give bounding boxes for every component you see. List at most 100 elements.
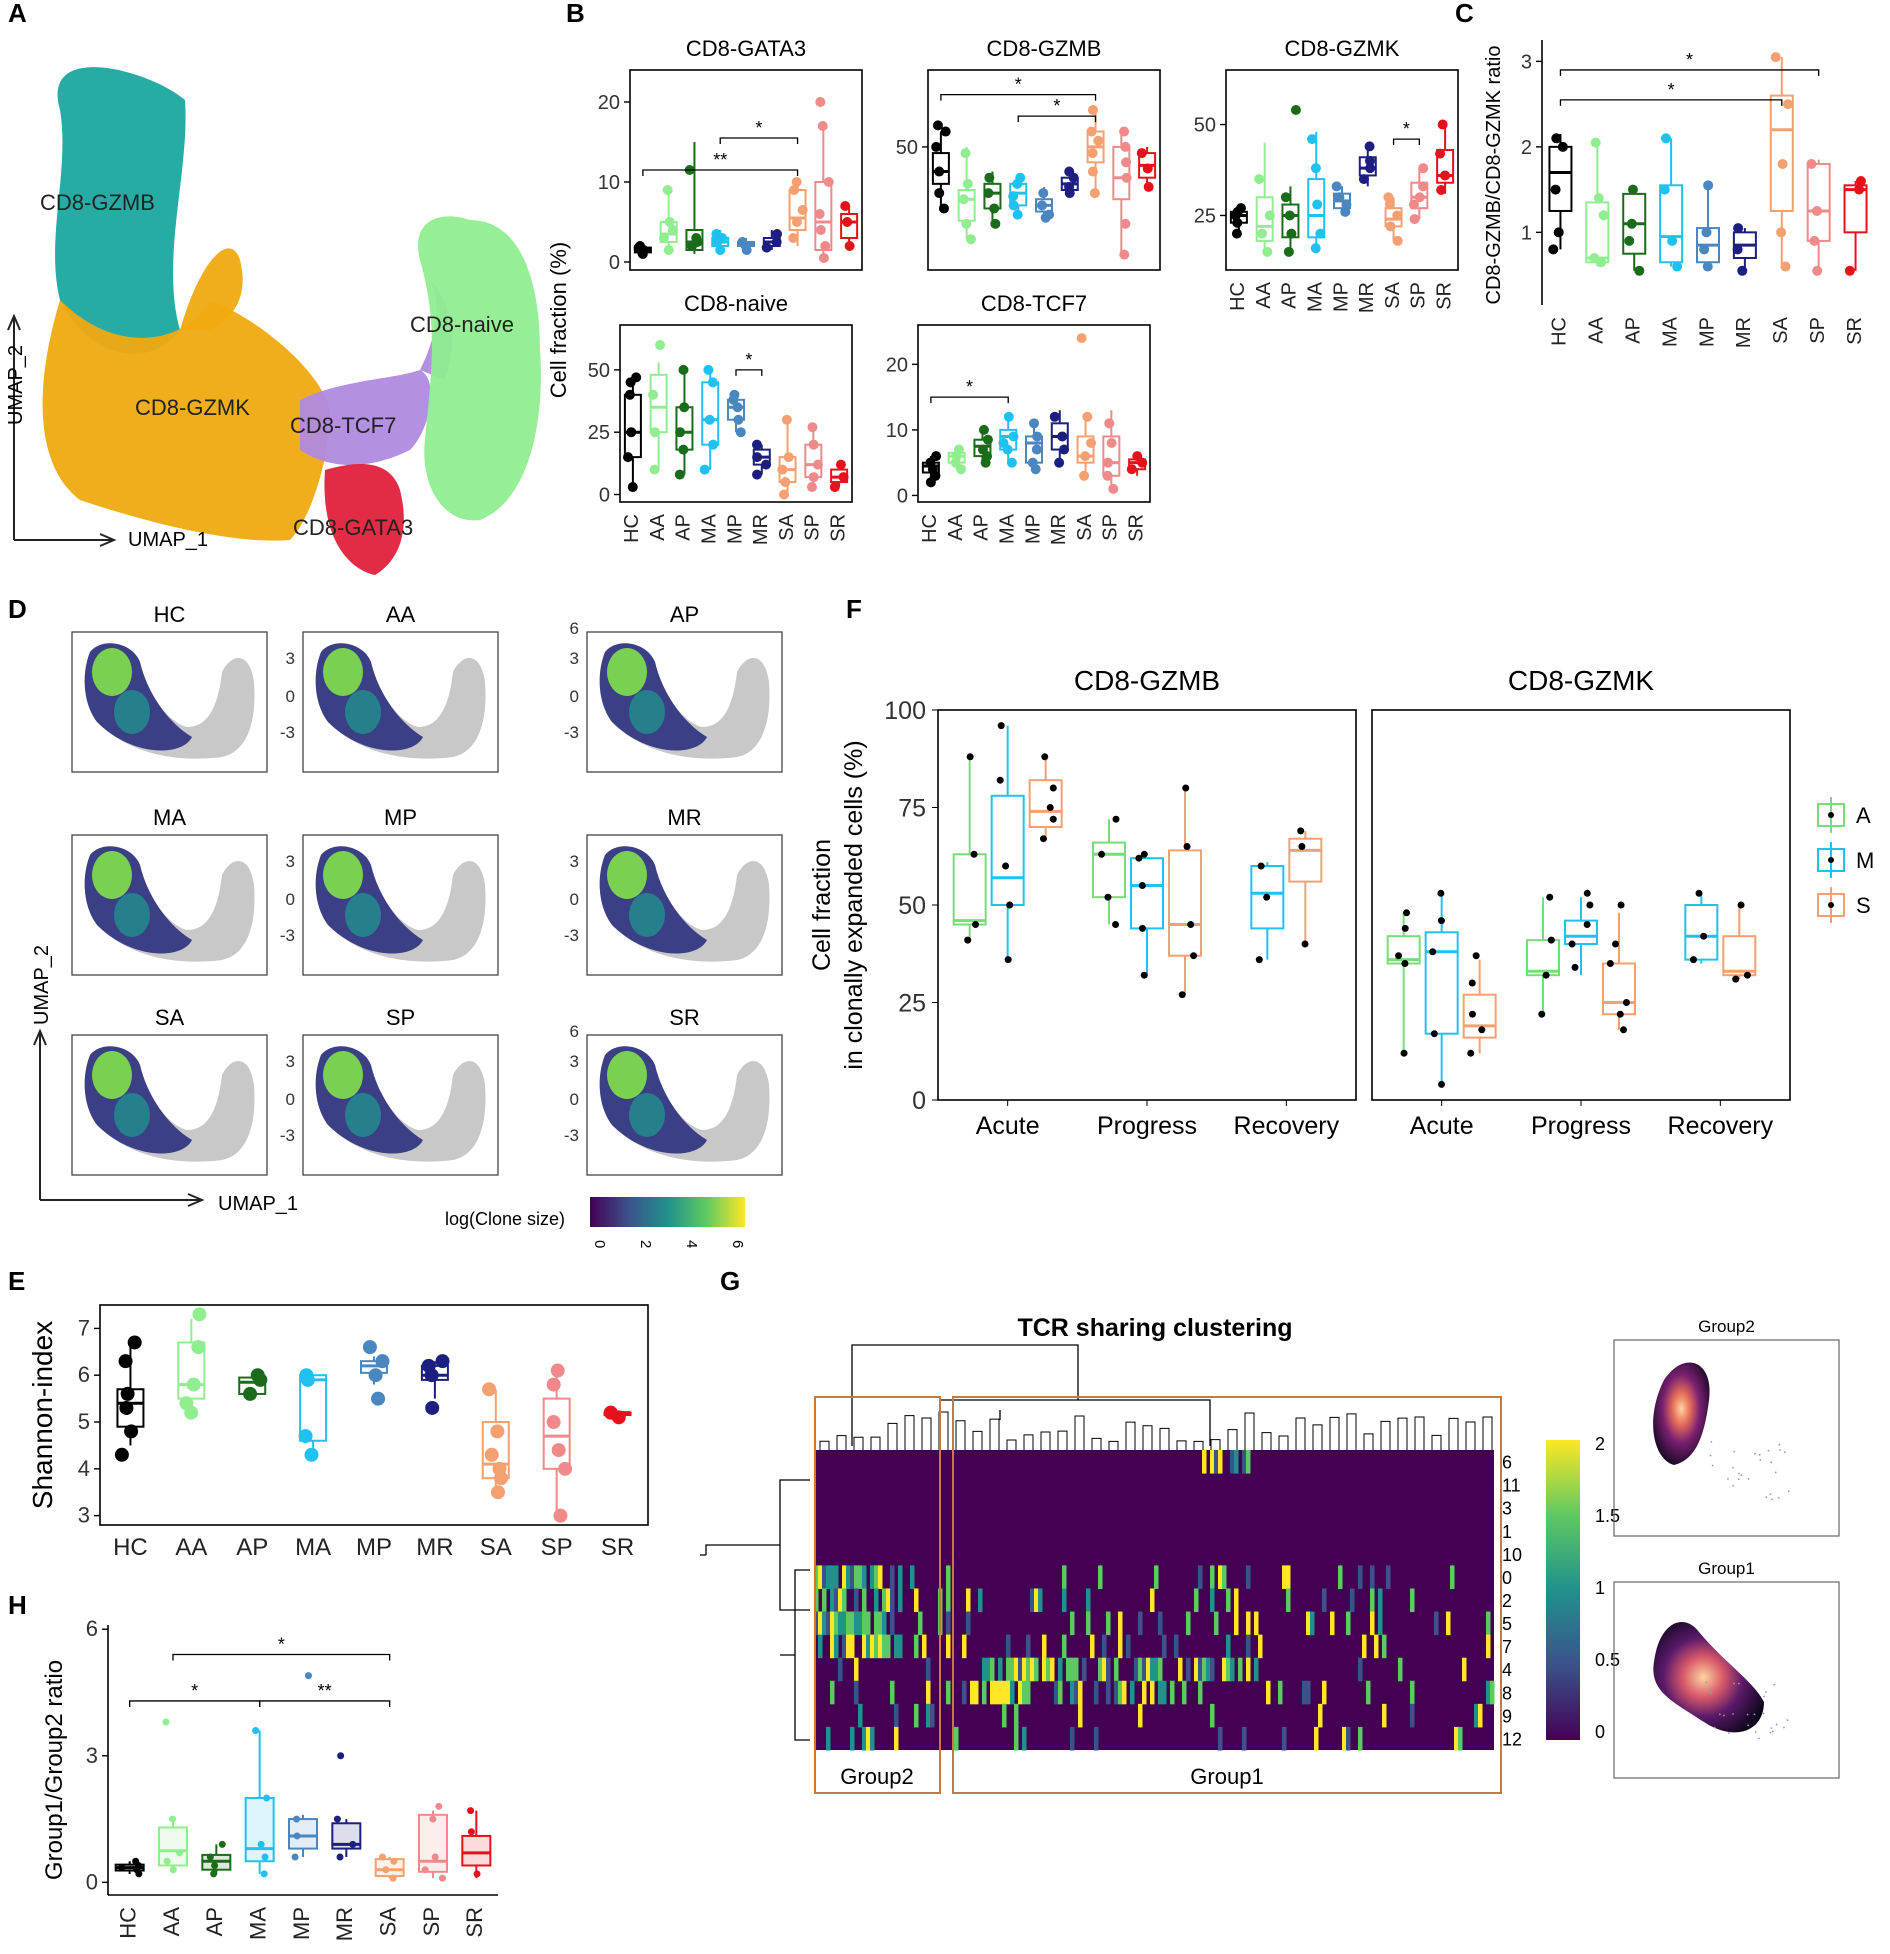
g-colorbar [1546,1440,1580,1740]
b-cd8-naive-point [806,482,817,493]
f-ylabel: Cell fraction [808,839,836,971]
h-point [163,1857,171,1865]
g-heatmap-cell [1050,1657,1055,1682]
g-row-label: 8 [1502,1683,1512,1703]
g-col-dendrogram-leaf [1261,1432,1272,1450]
b-cd8-tcf7-point [977,444,988,455]
f-point [1002,862,1010,870]
g-heatmap-cell [862,1634,867,1659]
b-cd8-tcf7-box-6 [1076,435,1095,464]
b-cd8-gata3-point [658,233,669,243]
d-facet-hc: HC [71,602,268,773]
b-cd8-tcf7-xtick-label: MR [1048,514,1070,545]
c-point [1806,158,1817,169]
c-point [1777,158,1788,169]
h-point [291,1853,299,1861]
f-box [1288,837,1323,883]
g-colorbar-tick: 0.5 [1595,1650,1620,1670]
b-cd8-gzmb-point [1008,200,1019,211]
g-density-outlier [1769,1493,1772,1496]
b-cd8-gata3-point [772,229,783,239]
f-box [1028,779,1063,829]
b-cd8-gzmk-point [1235,203,1246,214]
f-facet-1: CD8-GZMK Acute Progress Recovery [1371,665,1791,1140]
g-heatmap-cell [946,1565,951,1589]
g-heatmap-cell [1178,1657,1183,1682]
g-col-dendrogram-leaf [1295,1417,1306,1450]
g-heatmap-cell [1154,1565,1159,1589]
d-facet-ytick: -3 [280,926,295,945]
d-facet-ytick: 3 [286,649,295,668]
g-heatmap-cell [1018,1657,1023,1682]
c-point [1550,184,1561,195]
b-cd8-gzmk-point [1307,134,1318,145]
g-heatmap-cell [1410,1588,1415,1613]
g-heatmap-cell [1030,1588,1035,1613]
e-point [298,1429,313,1444]
f-point [1583,921,1591,928]
f-box [1684,904,1719,961]
h-xtick-label: SP [419,1907,444,1936]
g-heatmap-cell [998,1680,1003,1705]
b-cd8-naive-point [808,439,819,450]
b-cd8-gzmb-point [1093,135,1104,146]
b-cd8-tcf7-point [1006,457,1017,468]
b-cd8-gzmk-xtick-label: SP [1408,282,1430,309]
g-heatmap-cell [1102,1634,1107,1659]
b-cd8-gzmk-point [1264,210,1275,221]
b-cd8-naive-point [835,459,846,470]
b-cd8-gzmb-point [1038,188,1049,199]
b-cd8-gata3-point [664,217,675,227]
d-facet-ytick: 0 [570,890,579,909]
b-cd8-gzmk-box-7 [1410,181,1429,210]
b-cd8-tcf7-point [1027,457,1038,468]
g-heatmap-cell [1138,1611,1143,1636]
b-cd8-gzmb-point [965,234,976,245]
panel-label-f: F [846,594,862,624]
b-cd8-naive-box-3 [701,381,720,446]
g-col-dendrogram-leaf [819,1440,830,1450]
umap-cluster-region [55,67,186,354]
g-heatmap-cell [846,1611,851,1636]
b-cd8-gata3-point [815,225,826,235]
b-cd8-naive-point [733,414,744,425]
g-heatmap-cell [978,1588,983,1613]
umap-xlabel: UMAP_1 [128,529,208,551]
c-point [1855,176,1866,187]
g-density-outlier [1770,1461,1773,1464]
b-cd8-tcf7-point [1102,470,1113,481]
panel-label-g: G [720,1266,740,1296]
d-facet-title: MP [384,805,417,830]
d-facet-mid-clone [345,893,381,937]
g-heatmap-cell [1042,1657,1047,1682]
c-point [1593,193,1604,204]
g-density-outlier [1728,1732,1730,1734]
umap-ylabel: UMAP_2 [5,345,27,425]
g-heatmap-cell [1218,1726,1223,1751]
g-row-label: 5 [1502,1614,1512,1634]
e-point [484,1447,499,1462]
c-point [1551,133,1562,144]
b-cd8-tcf7-sig-bracket [930,396,1009,404]
b-cd8-gzmk-frame [1225,69,1459,271]
b-cd8-naive-xtick-label: AP [673,514,695,541]
h-point [438,1874,446,1882]
g-heatmap-cell [866,1634,871,1659]
g-density-outlier [1758,1737,1760,1740]
g-heatmap-cell [1118,1634,1123,1659]
b-cd8-gzmb-sig-bracket [940,93,1097,101]
b-cd8-naive-point [807,422,818,433]
umap-cluster-region [300,370,431,465]
g-heatmap-cell [1474,1703,1479,1728]
c-point [1776,227,1787,238]
b-cd8-gzmb-sig-bracket [1017,115,1097,123]
g-heatmap-cell [1338,1565,1343,1589]
g-colorbar-tick: 1.5 [1595,1506,1620,1526]
c-point [1634,265,1645,276]
g-heatmap-cell [894,1726,899,1751]
b-cd8-gzmk-point [1341,199,1352,210]
g-heatmap-cell [842,1565,847,1589]
g-row-label: 11 [1502,1476,1521,1496]
h-xtick-label: AA [159,1907,184,1937]
b-cd8-naive-xtick-label: AA [647,513,669,540]
